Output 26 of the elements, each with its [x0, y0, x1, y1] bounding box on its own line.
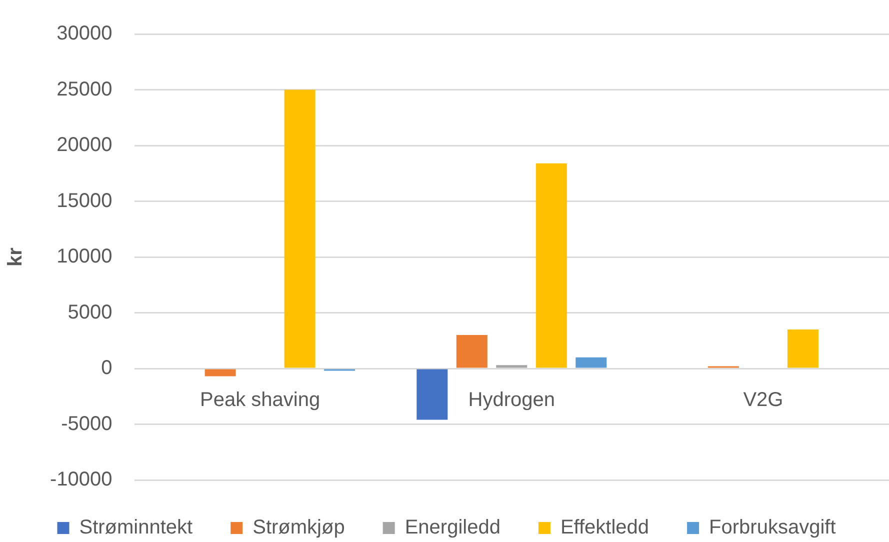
bar	[536, 163, 567, 368]
bar	[204, 369, 236, 376]
x-tick-label: V2G	[743, 389, 784, 412]
y-tick-label: 5000	[68, 301, 112, 324]
y-tick-label: 20000	[56, 134, 112, 156]
bar	[496, 365, 528, 368]
y-tick-label: 30000	[56, 22, 112, 45]
x-tick-label: Peak shaving	[200, 389, 320, 412]
y-tick-label: -10000	[50, 468, 112, 491]
legend-label: Forbruksavgift	[709, 516, 836, 539]
y-axis-title: kr	[4, 247, 27, 266]
bar	[416, 369, 448, 420]
bar	[576, 357, 607, 368]
bar	[284, 90, 316, 368]
legend-label: Effektledd	[560, 516, 650, 539]
legend-label: Energiledd	[404, 516, 500, 539]
legend-label: Strøminntekt	[79, 516, 194, 539]
y-tick-label: -5000	[61, 412, 112, 435]
bar	[787, 329, 818, 368]
bar	[456, 335, 488, 368]
y-tick-label: 15000	[56, 190, 112, 212]
y-tick-label: 25000	[56, 78, 112, 100]
y-tick-label: 10000	[56, 246, 112, 268]
y-tick-label: 0	[101, 357, 112, 380]
legend-label: Strømkjøp	[252, 516, 345, 539]
x-tick-label: Hydrogen	[468, 389, 555, 412]
